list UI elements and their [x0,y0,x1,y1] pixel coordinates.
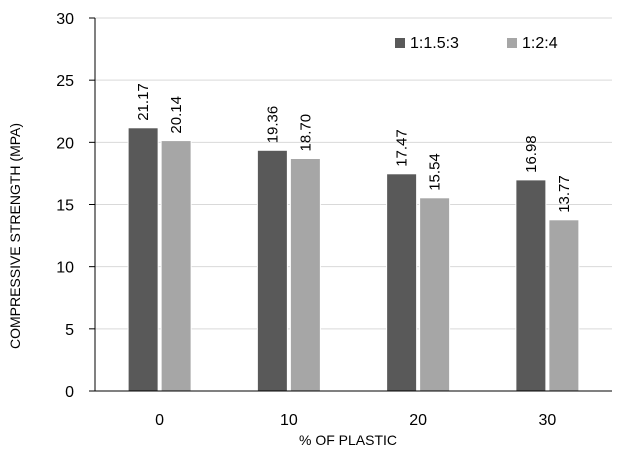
bar-series-1 [386,173,418,392]
x-tick-label: 20 [409,412,427,429]
y-tick-label: 20 [56,135,74,152]
bar-series-1 [256,149,288,392]
data-label: 21.17 [135,83,152,121]
y-axis-title: COMPRESSIVE STRENGTH (MPA) [7,123,23,349]
data-labels: 21.17 20.14 19.36 18.70 17.47 15.54 16.98 13.77 [135,83,573,213]
y-tick-label: 10 [56,260,74,277]
y-tick-label: 25 [56,73,74,90]
bar-series-2 [548,219,580,392]
x-tick-label: 30 [538,412,556,429]
y-tick-label: 5 [65,322,74,339]
bars [127,127,580,392]
data-label: 18.70 [297,114,314,152]
data-label: 13.77 [556,175,573,213]
data-label: 17.47 [394,129,411,167]
data-label: 15.54 [427,153,444,191]
bar-series-2 [160,140,192,392]
data-label: 20.14 [168,96,185,134]
bar-series-2 [289,157,321,392]
legend-label: 1:2:4 [522,35,558,52]
x-tick-label: 10 [280,412,298,429]
x-tick-label: 0 [155,412,164,429]
legend-swatch [395,38,405,48]
y-tick-label: 15 [56,198,74,215]
bar-series-2 [419,197,451,392]
bar-series-1 [127,127,159,392]
axes: 0 5 10 15 20 25 30 0 10 20 30 [56,11,612,429]
y-tick-label: 30 [56,11,74,28]
x-axis-title: % OF PLASTIC [299,432,397,448]
legend: 1:1.5:3 1:2:4 [395,35,558,52]
data-label: 16.98 [523,135,540,173]
bar-series-1 [515,179,547,392]
y-tick-label: 0 [65,384,74,401]
legend-label: 1:1.5:3 [410,35,459,52]
data-label: 19.36 [264,106,281,144]
legend-swatch [507,38,517,48]
